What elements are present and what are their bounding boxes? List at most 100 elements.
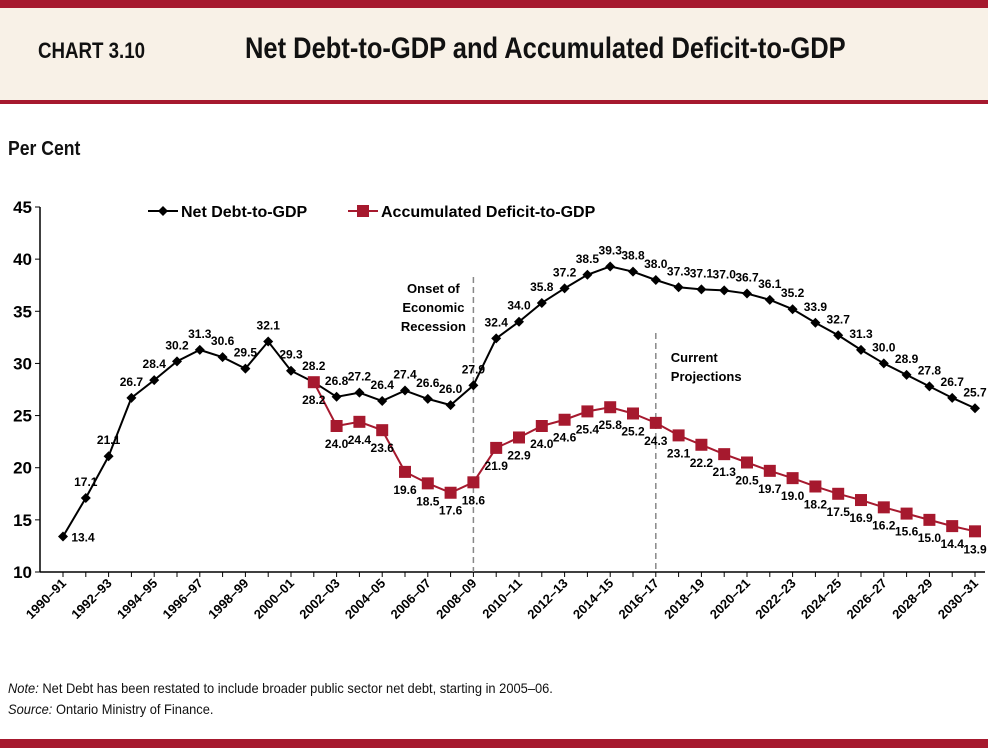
accumulated-deficit-data-label: 21.9 — [485, 459, 509, 473]
net-debt-marker — [58, 531, 68, 542]
net-debt-marker — [331, 391, 342, 402]
x-tick-label: 2020–21 — [707, 576, 753, 622]
net-debt-marker — [377, 395, 388, 406]
x-tick-label: 2008–09 — [433, 576, 479, 622]
net-debt-marker — [947, 392, 958, 403]
accumulated-deficit-marker — [399, 465, 411, 478]
chart-header — [0, 8, 988, 100]
note: Note: Net Debt has been restated to incl… — [8, 680, 553, 696]
y-tick-label: 20 — [13, 459, 32, 478]
net-debt-marker — [172, 356, 182, 367]
net-debt-marker — [696, 284, 707, 295]
net-debt-marker — [217, 352, 228, 363]
net-debt-marker — [810, 317, 821, 328]
x-tick-label: 1990–91 — [23, 576, 69, 622]
net-debt-marker — [286, 365, 296, 376]
source: Source: Ontario Ministry of Finance. — [8, 701, 213, 717]
accumulated-deficit-data-label: 14.4 — [941, 537, 965, 551]
accumulated-deficit-marker — [672, 429, 685, 442]
net-debt-marker — [422, 393, 433, 404]
accumulated-deficit-marker — [535, 420, 548, 432]
x-tick-label: 1996–97 — [160, 576, 206, 622]
legend-net-debt-label: Net Debt-to-GDP — [181, 204, 308, 221]
net-debt-data-label: 26.7 — [941, 375, 965, 389]
bottom-accent-bar — [0, 739, 988, 748]
accumulated-deficit-data-label: 24.3 — [644, 434, 668, 448]
net-debt-data-label: 27.9 — [462, 362, 486, 376]
net-debt-marker — [354, 387, 365, 398]
accumulated-deficit-data-label: 24.4 — [348, 433, 372, 447]
accumulated-deficit-data-label: 24.0 — [530, 437, 554, 451]
net-debt-marker — [103, 451, 114, 462]
net-debt-marker — [764, 294, 775, 305]
net-debt-marker — [901, 369, 912, 380]
y-tick-label: 30 — [13, 354, 32, 373]
net-debt-data-label: 30.0 — [872, 340, 896, 354]
x-tick-label: 2026–27 — [844, 576, 890, 622]
accumulated-deficit-marker — [353, 415, 366, 428]
net-debt-data-label: 29.3 — [279, 348, 303, 362]
accumulated-deficit-marker — [649, 416, 662, 429]
legend-net-debt-marker — [158, 206, 168, 216]
net-debt-data-label: 27.8 — [918, 363, 942, 377]
accumulated-deficit-marker — [467, 476, 480, 489]
accumulated-deficit-marker — [741, 456, 753, 469]
top-accent-bar — [0, 0, 988, 8]
x-tick-label: 2018–19 — [661, 576, 707, 622]
net-debt-marker — [650, 275, 661, 285]
accumulated-deficit-data-label: 23.1 — [667, 446, 691, 460]
net-debt-marker — [263, 336, 274, 347]
y-tick-label: 45 — [13, 198, 32, 217]
x-tick-label: 2024–25 — [798, 576, 844, 622]
y-tick-label: 35 — [13, 302, 32, 321]
net-debt-marker — [673, 282, 684, 293]
net-debt-data-label: 26.0 — [439, 382, 463, 396]
annotation-text: Current — [671, 350, 719, 365]
note-text: Net Debt has been restated to include br… — [38, 680, 553, 696]
net-debt-marker — [856, 344, 866, 355]
net-debt-data-label: 32.7 — [827, 312, 851, 326]
net-debt-data-label: 37.2 — [553, 265, 577, 279]
net-debt-marker — [787, 304, 798, 315]
accumulated-deficit-data-label: 18.6 — [462, 493, 486, 507]
x-tick-label: 2014–15 — [570, 576, 616, 622]
net-debt-data-label: 31.3 — [849, 327, 873, 341]
accumulated-deficit-data-label: 25.4 — [576, 422, 600, 436]
y-tick-label: 15 — [13, 511, 32, 530]
net-debt-marker — [80, 492, 91, 503]
net-debt-data-label: 13.4 — [71, 531, 95, 545]
net-debt-data-label: 26.4 — [371, 378, 395, 392]
x-tick-label: 2000–01 — [251, 576, 297, 622]
y-tick-label: 10 — [13, 563, 32, 582]
accumulated-deficit-data-label: 22.2 — [690, 456, 714, 470]
net-debt-data-label: 27.4 — [393, 368, 417, 382]
accumulated-deficit-marker — [330, 420, 343, 432]
x-tick-label: 2006–07 — [388, 576, 434, 622]
net-debt-data-label: 35.2 — [781, 286, 805, 300]
net-debt-marker — [240, 363, 251, 374]
net-debt-marker — [149, 375, 160, 386]
header-divider — [0, 100, 988, 104]
legend-accumulated-deficit-marker — [357, 205, 369, 217]
accumulated-deficit-marker — [832, 487, 845, 500]
net-debt-data-label: 31.3 — [188, 327, 212, 341]
net-debt-data-label: 27.2 — [348, 370, 372, 384]
net-debt-data-label: 26.7 — [120, 375, 144, 389]
net-debt-data-label: 29.5 — [234, 346, 258, 360]
net-debt-marker — [536, 297, 547, 308]
note-label: Note: — [8, 680, 39, 696]
net-debt-data-label: 25.7 — [963, 385, 987, 399]
net-debt-marker — [445, 400, 456, 411]
accumulated-deficit-data-label: 16.2 — [872, 518, 896, 532]
net-debt-marker — [605, 261, 616, 272]
accumulated-deficit-marker — [900, 507, 913, 520]
net-debt-data-label: 28.9 — [895, 352, 919, 366]
accumulated-deficit-data-label: 17.6 — [439, 504, 463, 518]
net-debt-data-label: 26.6 — [416, 376, 440, 390]
accumulated-deficit-data-label: 16.9 — [849, 511, 873, 525]
source-label: Source: — [8, 701, 53, 717]
x-tick-label: 2010–11 — [479, 576, 525, 622]
y-axis-label: Per Cent — [8, 138, 81, 160]
chart-title: Net Debt-to-GDP and Accumulated Deficit-… — [245, 32, 846, 65]
